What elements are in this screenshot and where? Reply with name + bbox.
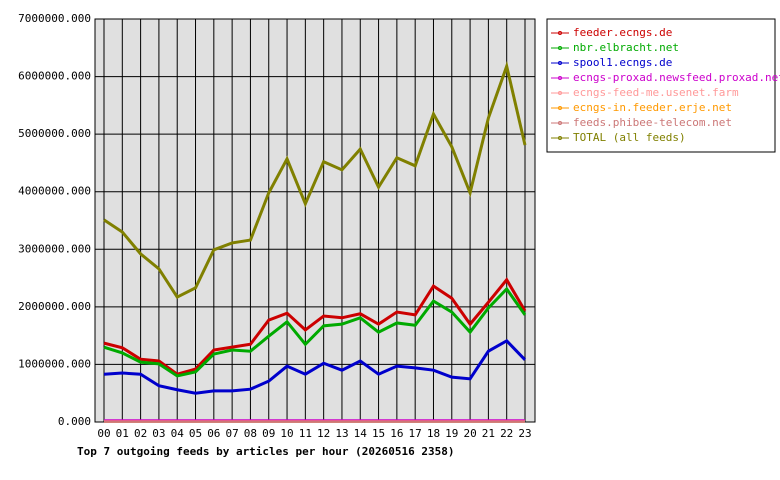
- legend-box: [546, 18, 776, 153]
- legend-marker: [558, 31, 562, 35]
- x-tick-label: 23: [518, 427, 531, 440]
- legend-label: ecngs-feed-me.usenet.farm: [573, 86, 739, 99]
- x-tick-label: 00: [97, 427, 110, 440]
- x-tick-label: 11: [299, 427, 312, 440]
- series-line: [103, 277, 527, 376]
- x-tick-label: 02: [134, 427, 147, 440]
- x-tick-label: 06: [207, 427, 220, 440]
- x-tick-label: 10: [280, 427, 293, 440]
- legend-marker: [558, 106, 562, 110]
- legend-label: ecngs-proxad.newsfeed.proxad.net: [573, 71, 780, 84]
- chart-title: Top 7 outgoing feeds by articles per hou…: [77, 445, 455, 458]
- x-tick-label: 09: [262, 427, 275, 440]
- legend-label: feeder.ecngs.de: [573, 26, 672, 39]
- y-tick-label: 6000000.000: [18, 70, 91, 83]
- x-tick-label: 14: [354, 427, 368, 440]
- legend-label: spool1.ecngs.de: [573, 56, 672, 69]
- legend-label: feeds.phibee-telecom.net: [573, 116, 732, 129]
- legend-marker: [558, 76, 562, 80]
- x-tick-label: 16: [390, 427, 403, 440]
- x-tick-label: 21: [482, 427, 495, 440]
- y-tick-label: 0.000: [58, 415, 91, 428]
- x-tick-label: 01: [116, 427, 129, 440]
- x-tick-label: 22: [500, 427, 513, 440]
- y-tick-label: 5000000.000: [18, 127, 91, 140]
- x-tick-label: 05: [189, 427, 202, 440]
- series-line: [103, 286, 527, 378]
- legend-label: ecngs-in.feeder.erje.net: [573, 101, 732, 114]
- x-tick-label: 17: [409, 427, 422, 440]
- x-tick-label: 03: [152, 427, 165, 440]
- y-tick-label: 2000000.000: [18, 300, 91, 313]
- y-tick-label: 3000000.000: [18, 242, 91, 255]
- legend-marker: [558, 61, 562, 65]
- x-tick-label: 08: [244, 427, 257, 440]
- x-tick-label: 12: [317, 427, 330, 440]
- x-tick-label: 18: [427, 427, 440, 440]
- x-tick-label: 20: [463, 427, 476, 440]
- y-tick-label: 4000000.000: [18, 185, 91, 198]
- x-tick-label: 15: [372, 427, 385, 440]
- legend-label: nbr.elbracht.net: [573, 41, 679, 54]
- plot-area: [94, 18, 536, 423]
- y-tick-label: 7000000.000: [18, 12, 91, 25]
- x-tick-label: 07: [226, 427, 239, 440]
- series-line: [103, 60, 527, 300]
- y-tick-label: 1000000.000: [18, 357, 91, 370]
- legend-marker: [558, 91, 562, 95]
- series-line: [103, 338, 527, 395]
- legend-marker: [558, 46, 562, 50]
- legend-label: TOTAL (all feeds): [573, 131, 686, 144]
- x-tick-label: 04: [171, 427, 185, 440]
- x-tick-label: 19: [445, 427, 458, 440]
- legend-marker: [558, 136, 562, 140]
- x-tick-label: 13: [335, 427, 348, 440]
- legend-marker: [558, 121, 562, 125]
